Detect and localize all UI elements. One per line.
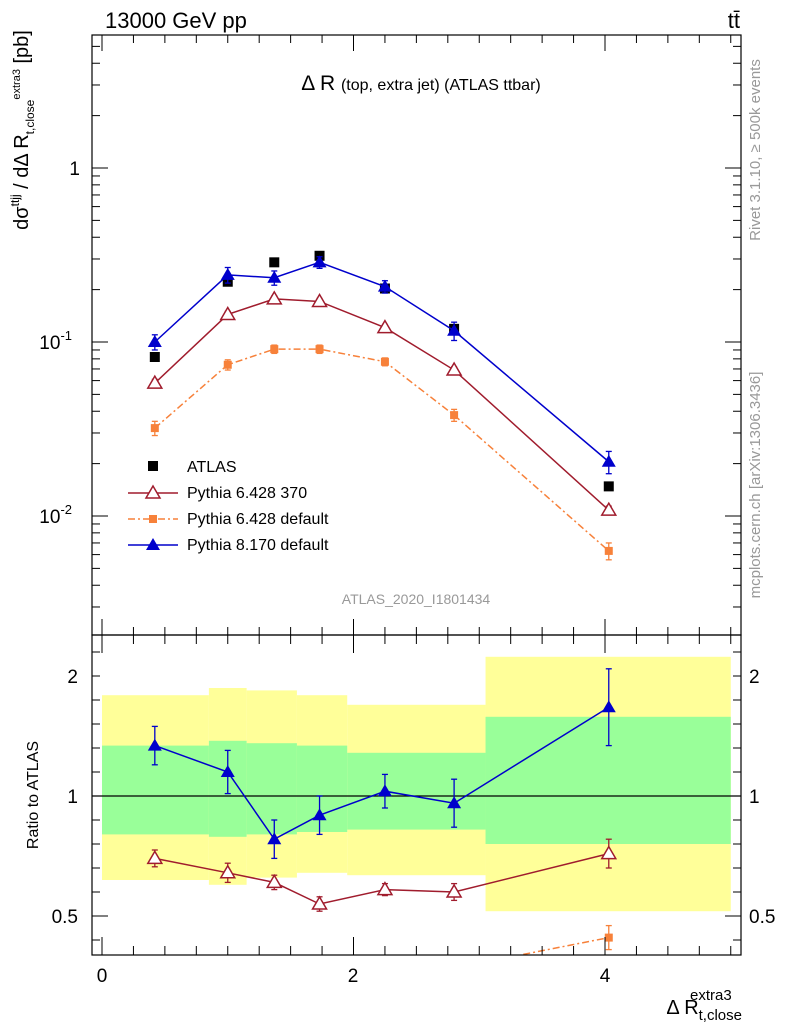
main-panel: Δ R (top, extra jet) (ATLAS ttbar) ATLAS… <box>8 30 742 636</box>
ratio-point <box>267 832 282 845</box>
series-2 <box>150 344 613 561</box>
ratio-point <box>447 796 462 809</box>
ratio-point <box>147 738 162 751</box>
data-point <box>450 411 459 420</box>
uncertainty-band-inner <box>347 752 486 830</box>
data-point <box>147 335 162 347</box>
legend-item-pythia6-default: Pythia 6.428 default <box>128 511 329 528</box>
ratio-frame <box>91 634 742 956</box>
ratio-point <box>219 864 237 879</box>
legend-label: Pythia 8.170 default <box>187 537 329 554</box>
legend-marker <box>144 484 162 499</box>
data-point <box>311 292 328 308</box>
ratio-plot-area <box>92 656 741 955</box>
main-axis-ticks <box>92 35 741 635</box>
legend-label: Pythia 6.428 370 <box>187 485 307 502</box>
data-point <box>603 481 614 492</box>
ratio-point <box>377 784 392 797</box>
ytick-label: 10-1 <box>39 328 72 354</box>
legend-marker <box>149 515 157 523</box>
legend-label: Pythia 6.428 default <box>187 511 329 528</box>
data-point <box>376 319 394 334</box>
ratio-line <box>523 936 609 955</box>
ratio-series-0 <box>146 838 618 912</box>
data-point <box>149 351 160 362</box>
header-right: tt̄ <box>728 8 740 33</box>
legend-item-pythia8: Pythia 8.170 default <box>128 537 329 554</box>
data-point <box>601 454 616 467</box>
ytick-label: 2 <box>67 667 78 688</box>
legend-label: ATLAS <box>187 459 237 476</box>
ytick-label: 0.5 <box>52 907 78 928</box>
ytick-label-right: 1 <box>749 787 760 808</box>
legend-item-pythia6-370: Pythia 6.428 370 <box>128 484 307 502</box>
xtick-label: 2 <box>348 966 359 987</box>
watermark: ATLAS_2020_I1801434 <box>342 591 491 607</box>
ratio-point <box>311 895 328 910</box>
ratio-point <box>376 881 394 896</box>
legend: ATLAS Pythia 6.428 370 Pythia 6.428 defa… <box>128 459 329 554</box>
ratio-point <box>146 849 164 865</box>
ratio-panel: Ratio to ATLAS 2 1 0.5 2 1 0.5 0 2 4 Δ R… <box>25 634 775 1024</box>
ratio-point <box>604 933 613 942</box>
data-point <box>600 501 618 516</box>
data-point <box>604 546 613 555</box>
data-point <box>312 255 327 268</box>
data-point <box>377 279 392 292</box>
legend-marker <box>146 538 160 550</box>
data-point <box>150 424 159 433</box>
ratio-series-1 <box>147 668 616 860</box>
ytick-label: 1 <box>67 787 78 808</box>
data-point <box>447 323 462 336</box>
data-point <box>146 374 164 389</box>
header-left: 13000 GeV pp <box>105 8 247 33</box>
legend-marker <box>148 461 158 471</box>
ratio-point <box>600 845 618 860</box>
ratio-point <box>312 808 327 821</box>
xtick-label: 0 <box>97 966 108 987</box>
data-point <box>269 257 280 268</box>
series-1 <box>146 290 618 516</box>
ratio-series-2 <box>523 924 613 955</box>
uncertainty-band-inner <box>246 743 297 835</box>
chart-title: Δ R (top, extra jet) (ATLAS ttbar) <box>301 72 540 95</box>
data-point <box>265 290 283 305</box>
y-axis-title-text: dσttjj / dΔ Rt,closeextra3 [pb] <box>8 30 37 230</box>
ytick-label: 10-2 <box>39 502 72 528</box>
main-plot-area <box>146 250 618 561</box>
ratio-point <box>220 765 235 777</box>
data-point <box>315 345 324 354</box>
ratio-point <box>265 873 283 889</box>
legend-item-atlas: ATLAS <box>148 459 237 476</box>
xtick-label: 4 <box>600 966 611 987</box>
data-point <box>219 305 237 321</box>
data-point <box>220 267 235 280</box>
ratio-point <box>445 883 463 898</box>
x-axis-title: Δ Rt,closeextra3 <box>666 987 742 1024</box>
ytick-label-right: 2 <box>749 667 760 688</box>
ratio-axis-ticks <box>92 635 741 955</box>
series-3 <box>147 255 616 475</box>
ytick-label-right: 0.5 <box>749 907 775 928</box>
ratio-y-axis-title: Ratio to ATLAS <box>25 741 42 849</box>
rivet-label: Rivet 3.1.10, ≥ 500k events <box>747 59 764 241</box>
ytick-label: 1 <box>69 159 80 180</box>
data-point <box>267 270 282 283</box>
data-point <box>380 357 389 366</box>
mcplots-label: mcplots.cern.ch [arXiv:1306.3436] <box>747 372 764 599</box>
ratio-point <box>601 700 616 713</box>
data-point <box>445 361 463 376</box>
data-point <box>223 360 232 369</box>
data-point <box>270 345 279 354</box>
y-axis-title: dσttjj / dΔ Rt,closeextra3 [pb] <box>8 30 37 230</box>
